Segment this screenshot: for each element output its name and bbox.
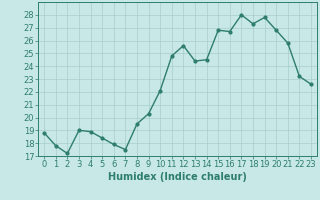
X-axis label: Humidex (Indice chaleur): Humidex (Indice chaleur) [108, 172, 247, 182]
